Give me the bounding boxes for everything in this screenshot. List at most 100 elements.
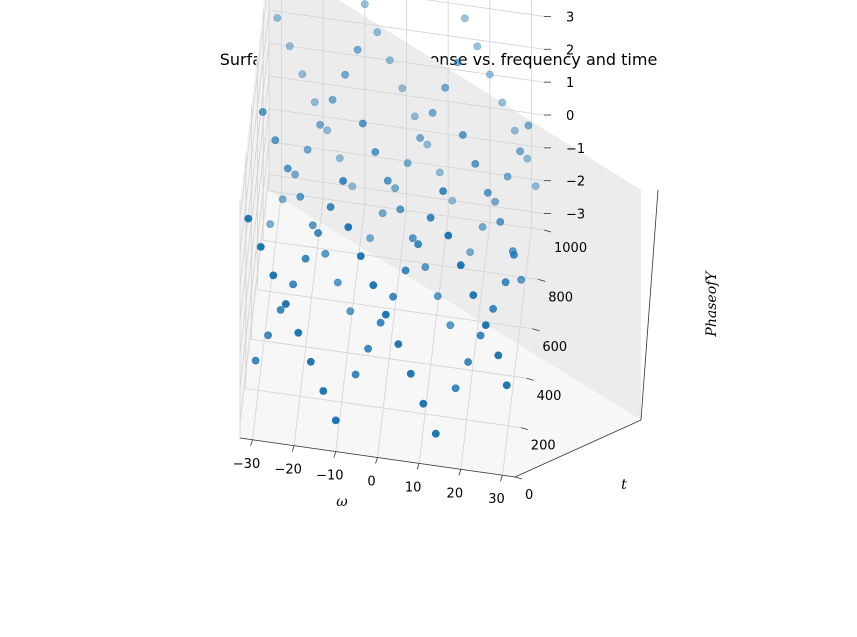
y-tick-label: 1000	[554, 241, 587, 256]
data-point	[356, 252, 365, 260]
data-point	[466, 248, 474, 256]
data-point	[269, 271, 278, 280]
z-tick-label: −2	[566, 175, 585, 190]
data-point	[291, 170, 299, 179]
data-point	[298, 70, 307, 79]
data-point	[458, 131, 467, 139]
tick-labels: −30 −20 −10 0 10 20 30 02004006008001000−3−2−10…	[233, 10, 720, 510]
data-point	[360, 0, 369, 9]
data-point	[498, 98, 507, 107]
data-point	[491, 197, 499, 206]
data-point	[348, 182, 357, 191]
z-axis	[640, 189, 659, 421]
pane-back	[269, 0, 641, 420]
data-point	[328, 95, 337, 104]
data-point	[396, 205, 405, 214]
data-point	[460, 14, 469, 23]
data-point	[423, 140, 432, 149]
data-point	[473, 42, 482, 51]
z-axis-label: PhaseofY	[704, 270, 720, 338]
data-point	[517, 275, 526, 284]
y-tick	[543, 229, 552, 233]
data-point	[319, 387, 328, 395]
x-tick	[375, 457, 378, 464]
x-tick	[500, 475, 503, 482]
data-point	[364, 344, 372, 353]
y-tick-label: 200	[531, 439, 556, 454]
data-point	[358, 119, 367, 128]
data-point	[273, 14, 282, 22]
y-axis	[514, 419, 642, 478]
data-point	[381, 310, 390, 319]
data-point	[339, 177, 347, 185]
data-point	[485, 70, 494, 79]
data-point	[456, 261, 465, 270]
data-point	[419, 399, 428, 408]
data-point	[306, 357, 315, 366]
data-point	[308, 221, 317, 230]
data-point	[251, 356, 260, 365]
data-points	[244, 0, 540, 438]
x-tick-label: 10	[405, 480, 422, 495]
data-point	[394, 340, 403, 348]
x-tick-label: −30	[233, 457, 260, 472]
data-point	[276, 305, 285, 314]
data-point	[344, 223, 353, 231]
data-point	[428, 109, 437, 117]
data-point	[439, 187, 447, 195]
data-point	[321, 249, 330, 258]
data-point	[331, 416, 340, 425]
x-tick	[458, 469, 462, 476]
y-tick	[520, 427, 528, 430]
data-point	[244, 214, 253, 223]
data-point	[444, 231, 453, 240]
data-point	[453, 58, 462, 67]
y-tick	[538, 279, 546, 282]
data-point	[323, 126, 332, 135]
data-point	[296, 192, 305, 201]
data-point	[326, 203, 335, 211]
data-point	[401, 266, 410, 275]
y-tick-label: 600	[542, 340, 567, 355]
data-point	[383, 176, 392, 185]
data-point	[489, 304, 497, 313]
data-point	[391, 184, 399, 193]
data-point	[481, 321, 490, 329]
x-tick-label: 30	[488, 492, 505, 507]
data-point	[353, 45, 362, 54]
y-tick	[514, 476, 523, 480]
z-tick-label: 1	[566, 76, 574, 91]
data-point	[469, 291, 478, 299]
data-point	[258, 108, 267, 116]
x-tick-label: −20	[274, 463, 301, 478]
data-point	[294, 328, 303, 337]
data-point	[406, 369, 415, 378]
data-point	[426, 213, 435, 222]
data-point	[373, 28, 382, 37]
data-point	[369, 281, 378, 290]
data-point	[281, 300, 290, 308]
data-point	[303, 145, 312, 154]
data-point	[451, 384, 460, 393]
data-point	[351, 370, 360, 379]
y-tick-label: 0	[525, 488, 533, 503]
x-tick	[250, 439, 253, 446]
data-point	[371, 148, 380, 156]
data-point	[435, 168, 444, 177]
x-axis-label: ω	[336, 494, 348, 510]
y-tick	[526, 377, 534, 381]
data-point	[271, 136, 280, 145]
data-point	[285, 42, 294, 50]
z-tick-label: 0	[566, 109, 574, 124]
grid-y	[251, 105, 527, 379]
grid-lines	[239, 0, 545, 478]
data-point	[421, 263, 430, 271]
z-tick-label: 3	[566, 10, 574, 25]
data-point	[283, 164, 292, 173]
y-tick-label: 800	[548, 290, 573, 305]
x-tick-label: 0	[367, 475, 375, 490]
data-point	[510, 250, 518, 259]
data-point	[478, 223, 487, 231]
